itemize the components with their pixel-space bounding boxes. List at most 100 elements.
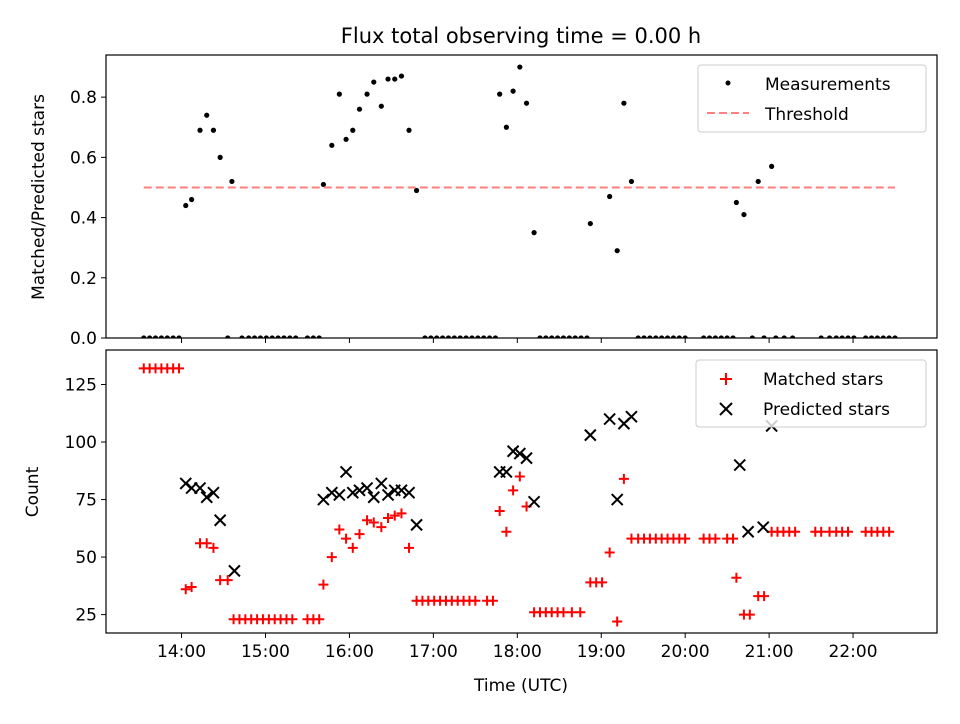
- bottom-plot-frame: [105, 349, 938, 634]
- measurements-point: [147, 335, 153, 338]
- measurements-point: [543, 335, 549, 338]
- matched-stars-point: [222, 575, 233, 586]
- measurements-point: [275, 335, 281, 338]
- matched-stars-point: [494, 506, 505, 517]
- matched-stars-point: [612, 616, 623, 627]
- measurements-point: [269, 335, 275, 338]
- measurements-point: [566, 335, 572, 338]
- matched-stars-point: [816, 526, 827, 537]
- matched-stars-point: [508, 485, 519, 496]
- measurements-point: [364, 91, 370, 97]
- measurements-point: [682, 335, 688, 338]
- measurements-point: [845, 335, 851, 338]
- matched-stars-point: [347, 542, 358, 553]
- bottom-chart: 14:00 15:00 16:00 17:00 18:00 19:00 20:00 21:00…: [23, 349, 938, 696]
- legend-matched-marker: [720, 373, 732, 385]
- predicted-stars-point: [375, 477, 388, 490]
- measurements-point: [560, 335, 567, 338]
- predicted-stars-point: [741, 525, 755, 538]
- measurements-point: [392, 76, 398, 82]
- matched-stars-point: [368, 517, 379, 528]
- measurements-point: [210, 127, 217, 133]
- matched-stars-point: [334, 524, 345, 535]
- bottom-x-tick-label: 18:00: [493, 642, 542, 662]
- matched-stars-point: [287, 614, 298, 625]
- top-y-tick-label: 0.4: [70, 209, 97, 229]
- matched-stars-point: [759, 591, 770, 602]
- measurements-point: [706, 335, 713, 338]
- measurements-point: [263, 335, 269, 338]
- measurements-point: [724, 335, 730, 338]
- measurements-point: [492, 335, 499, 338]
- bottom-legend: Matched stars Predicted stars: [695, 359, 927, 428]
- top-chart-title: Flux total observing time = 0.00 h: [341, 24, 701, 48]
- matched-stars-point: [396, 508, 407, 519]
- bottom-x-tick-label: 15:00: [241, 642, 290, 662]
- measurements-point: [537, 335, 543, 338]
- predicted-stars-point: [402, 486, 416, 499]
- matched-stars-point: [710, 533, 721, 544]
- measurements-point: [469, 335, 475, 338]
- bottom-y-tick-label: 25: [75, 606, 97, 626]
- bottom-x-tick-label: 14:00: [157, 642, 206, 662]
- matched-stars-point: [341, 533, 352, 544]
- matched-stars-point: [362, 515, 373, 526]
- measurements-point: [239, 335, 245, 338]
- measurements-point: [826, 335, 833, 338]
- predicted-stars-point: [733, 458, 746, 472]
- bottom-y-tick-label: 100: [65, 433, 97, 453]
- measurements-point: [517, 64, 523, 70]
- predicted-stars-point: [757, 520, 770, 534]
- measurements-point: [886, 335, 892, 338]
- bottom-y-tick-label: 50: [75, 548, 97, 568]
- predicted-stars-point: [610, 493, 624, 506]
- measurements-point: [718, 335, 724, 338]
- measurements-point: [761, 335, 767, 338]
- matched-stars-point: [843, 526, 854, 537]
- measurements-point: [833, 335, 839, 338]
- measurements-point: [371, 79, 377, 85]
- top-legend: Measurements Threshold: [697, 64, 927, 133]
- predicted-stars-point: [193, 481, 207, 495]
- predicted-stars-point: [207, 486, 220, 499]
- measurements-point: [398, 73, 405, 79]
- matched-stars-point: [558, 607, 569, 618]
- matched-stars-point: [174, 363, 185, 374]
- predicted-stars-point: [520, 451, 533, 465]
- predicted-stars-point: [353, 484, 366, 497]
- measurements-point: [152, 335, 159, 338]
- top-y-tick-label: 0.2: [70, 269, 97, 289]
- measurements-point: [749, 335, 755, 338]
- matched-stars-point: [326, 552, 337, 563]
- measurements-point: [670, 335, 677, 338]
- matched-stars-point: [404, 542, 415, 553]
- top-chart: Flux total observing time = 0.00 h 0.0 0.…: [29, 24, 938, 349]
- measurements-point: [304, 335, 311, 338]
- bottom-x-tick-label: 21:00: [745, 642, 794, 662]
- matched-stars-point: [566, 607, 577, 618]
- top-y-tick-label: 0.0: [70, 329, 97, 349]
- measurements-point: [733, 199, 739, 206]
- matched-stars-point: [201, 538, 212, 549]
- matched-stars-point: [618, 473, 629, 484]
- measurements-point: [287, 335, 293, 338]
- predicted-stars-point: [625, 410, 638, 423]
- measurements-point: [445, 335, 452, 338]
- measurements-point: [781, 335, 787, 338]
- legend-predicted-label: Predicted stars: [763, 400, 890, 420]
- measurements-point: [607, 193, 613, 200]
- measurements-point: [641, 335, 647, 338]
- bottom-x-tick-label: 16:00: [325, 642, 374, 662]
- measurements-point: [510, 88, 516, 94]
- bottom-y-tick-label: 125: [65, 376, 97, 396]
- measurements-point: [481, 335, 487, 338]
- legend-measurements-marker: [725, 80, 731, 86]
- measurements-point: [281, 335, 287, 338]
- measurements-point: [343, 136, 349, 142]
- predicted-stars-point: [603, 412, 616, 426]
- matched-stars-point: [314, 614, 325, 625]
- matched-stars-point: [575, 607, 586, 618]
- measurements-point: [406, 127, 412, 133]
- measurements-point: [310, 335, 316, 338]
